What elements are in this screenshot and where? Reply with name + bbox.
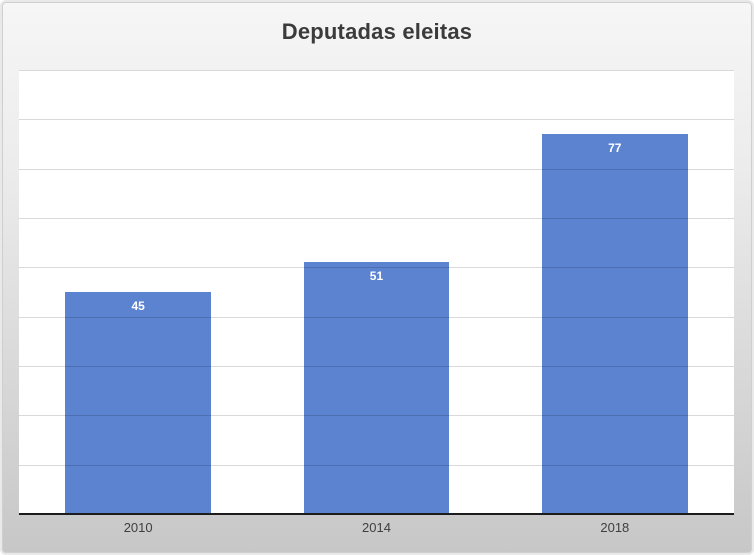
bar-data-label: 77 xyxy=(608,141,622,156)
bars-group: 45 51 77 xyxy=(19,70,734,514)
x-tick-label: 2010 xyxy=(123,520,153,535)
chart-title: Deputadas eleitas xyxy=(281,19,473,44)
x-tick-label: 2014 xyxy=(362,520,391,535)
x-axis-line xyxy=(19,513,734,515)
x-tick-label: 2018 xyxy=(600,520,630,535)
bar-data-label: 45 xyxy=(131,299,145,313)
bar-slot: 51 xyxy=(257,70,495,514)
plot-area: 45 51 77 xyxy=(19,70,734,515)
bar-data-label: 51 xyxy=(369,269,384,284)
bar-2014: 51 xyxy=(303,262,450,514)
bar-2010: 45 xyxy=(65,292,211,514)
bar-2018: 77 xyxy=(542,134,688,514)
x-axis-tick-labels: 2010 2014 2018 xyxy=(19,520,734,535)
bar-slot: 77 xyxy=(496,70,734,514)
bar-slot: 45 xyxy=(19,70,257,514)
